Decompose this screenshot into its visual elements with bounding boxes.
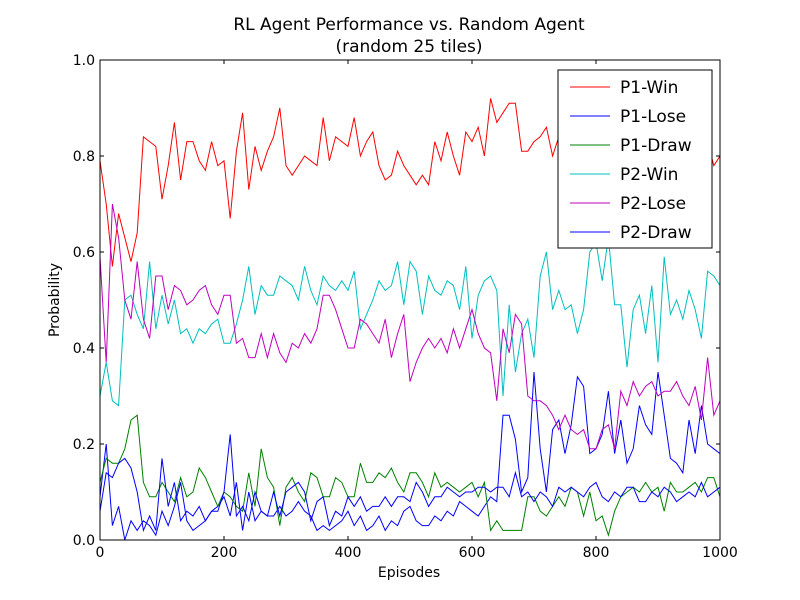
series-line-p1-lose [99,371,721,541]
plot-frame [99,59,721,541]
series-line-p1-draw [99,414,721,537]
ticks-layer: 0 200 400 600 800 1000 0.0 0.2 0.4 0.6 0.8 1.0 [73,53,738,561]
y-tick-label: 0.0 [73,533,95,549]
y-tick-label: 0.8 [73,149,95,165]
series-line-p2-lose [99,203,721,450]
series-line-p2-draw [99,434,721,533]
x-tick-label: 800 [583,545,610,561]
chart-subtitle: (random 25 tiles) [335,37,482,57]
legend-label-p2-win: P2-Win [620,165,678,185]
legend-label-p1-draw: P1-Draw [620,136,692,156]
x-axis-label: Episodes [378,565,440,581]
y-tick-label: 0.6 [73,245,95,261]
legend-label-p1-lose: P1-Lose [620,107,686,127]
y-tick-label: 0.2 [73,437,95,453]
legend-label-p2-draw: P2-Draw [620,223,692,243]
legend-label-p2-lose: P2-Lose [620,194,686,214]
series-line-p2-win [99,237,721,407]
legend-label-p1-win: P1-Win [620,78,678,98]
x-tick-label: 0 [96,545,105,561]
x-tick-label: 400 [335,545,362,561]
chart-title: RL Agent Performance vs. Random Agent [233,15,585,35]
x-tick-label: 200 [211,545,238,561]
y-tick-label: 0.4 [73,341,95,357]
legend: P1-Win P1-Lose P1-Draw P2-Win P2-Lose P2-Draw [557,69,713,249]
x-tick-label: 600 [459,545,486,561]
y-tick-label: 1.0 [73,53,95,69]
x-tick-label: 1000 [702,545,738,561]
legend-box [557,69,713,249]
y-axis-label: Probability [47,263,63,337]
